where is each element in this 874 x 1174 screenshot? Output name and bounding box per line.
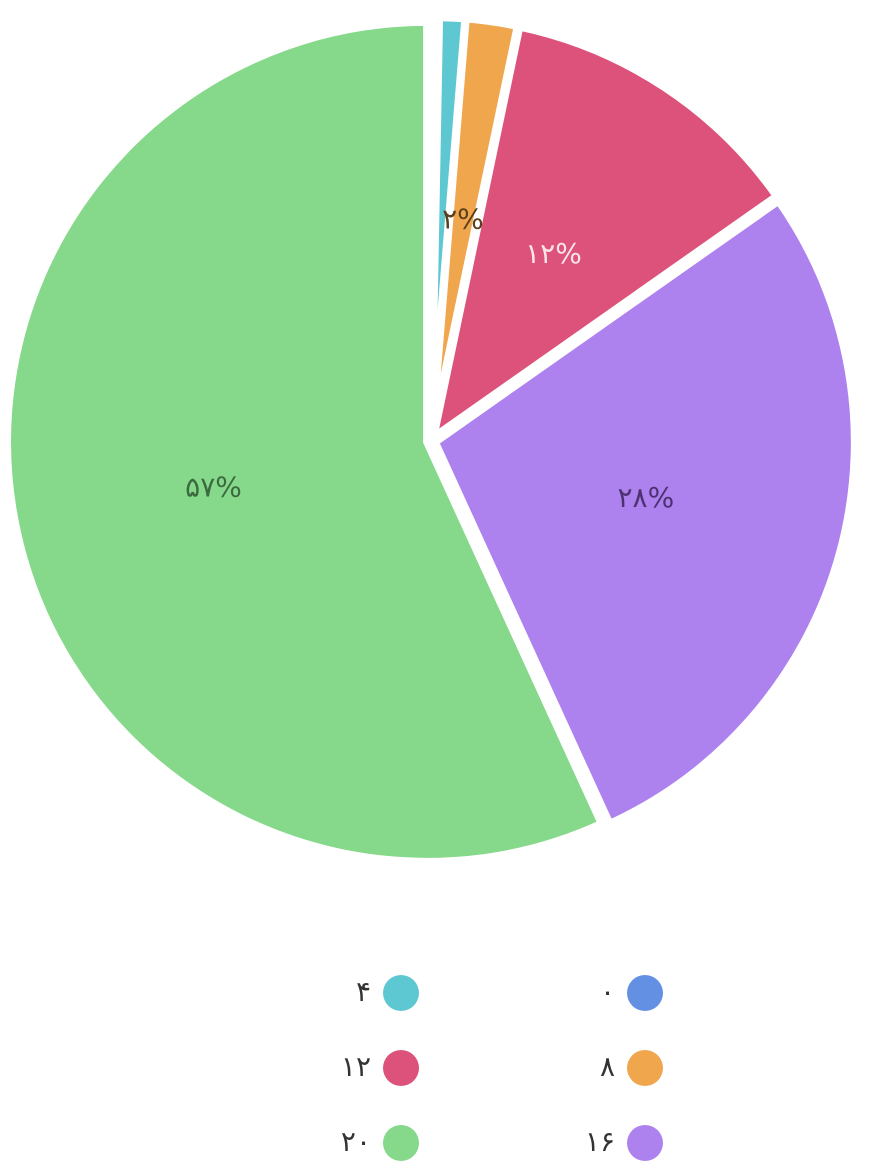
legend-swatch: [627, 1125, 663, 1161]
legend-swatch: [383, 1050, 419, 1086]
legend-label: ۴: [356, 975, 371, 1008]
value-label: ۲%: [442, 203, 484, 236]
legend-label: ۸: [600, 1050, 615, 1083]
legend-swatch: [383, 975, 419, 1011]
legend-label: ۱۶: [585, 1125, 615, 1158]
legend-swatch: [627, 1050, 663, 1086]
pie-slice: [429, 22, 781, 442]
pie-slice: [430, 196, 859, 828]
legend-label: ۰: [600, 975, 615, 1008]
value-label: ۲۸%: [618, 481, 675, 514]
legend-label: ۲۰: [341, 1125, 371, 1158]
legend-swatch: [627, 975, 663, 1011]
value-label: ۵۷%: [185, 470, 242, 503]
pie-slice: [3, 17, 606, 866]
value-label: ۱۲%: [525, 237, 582, 270]
legend-swatch: [383, 1125, 419, 1161]
legend-label: ۱۲: [341, 1050, 371, 1083]
